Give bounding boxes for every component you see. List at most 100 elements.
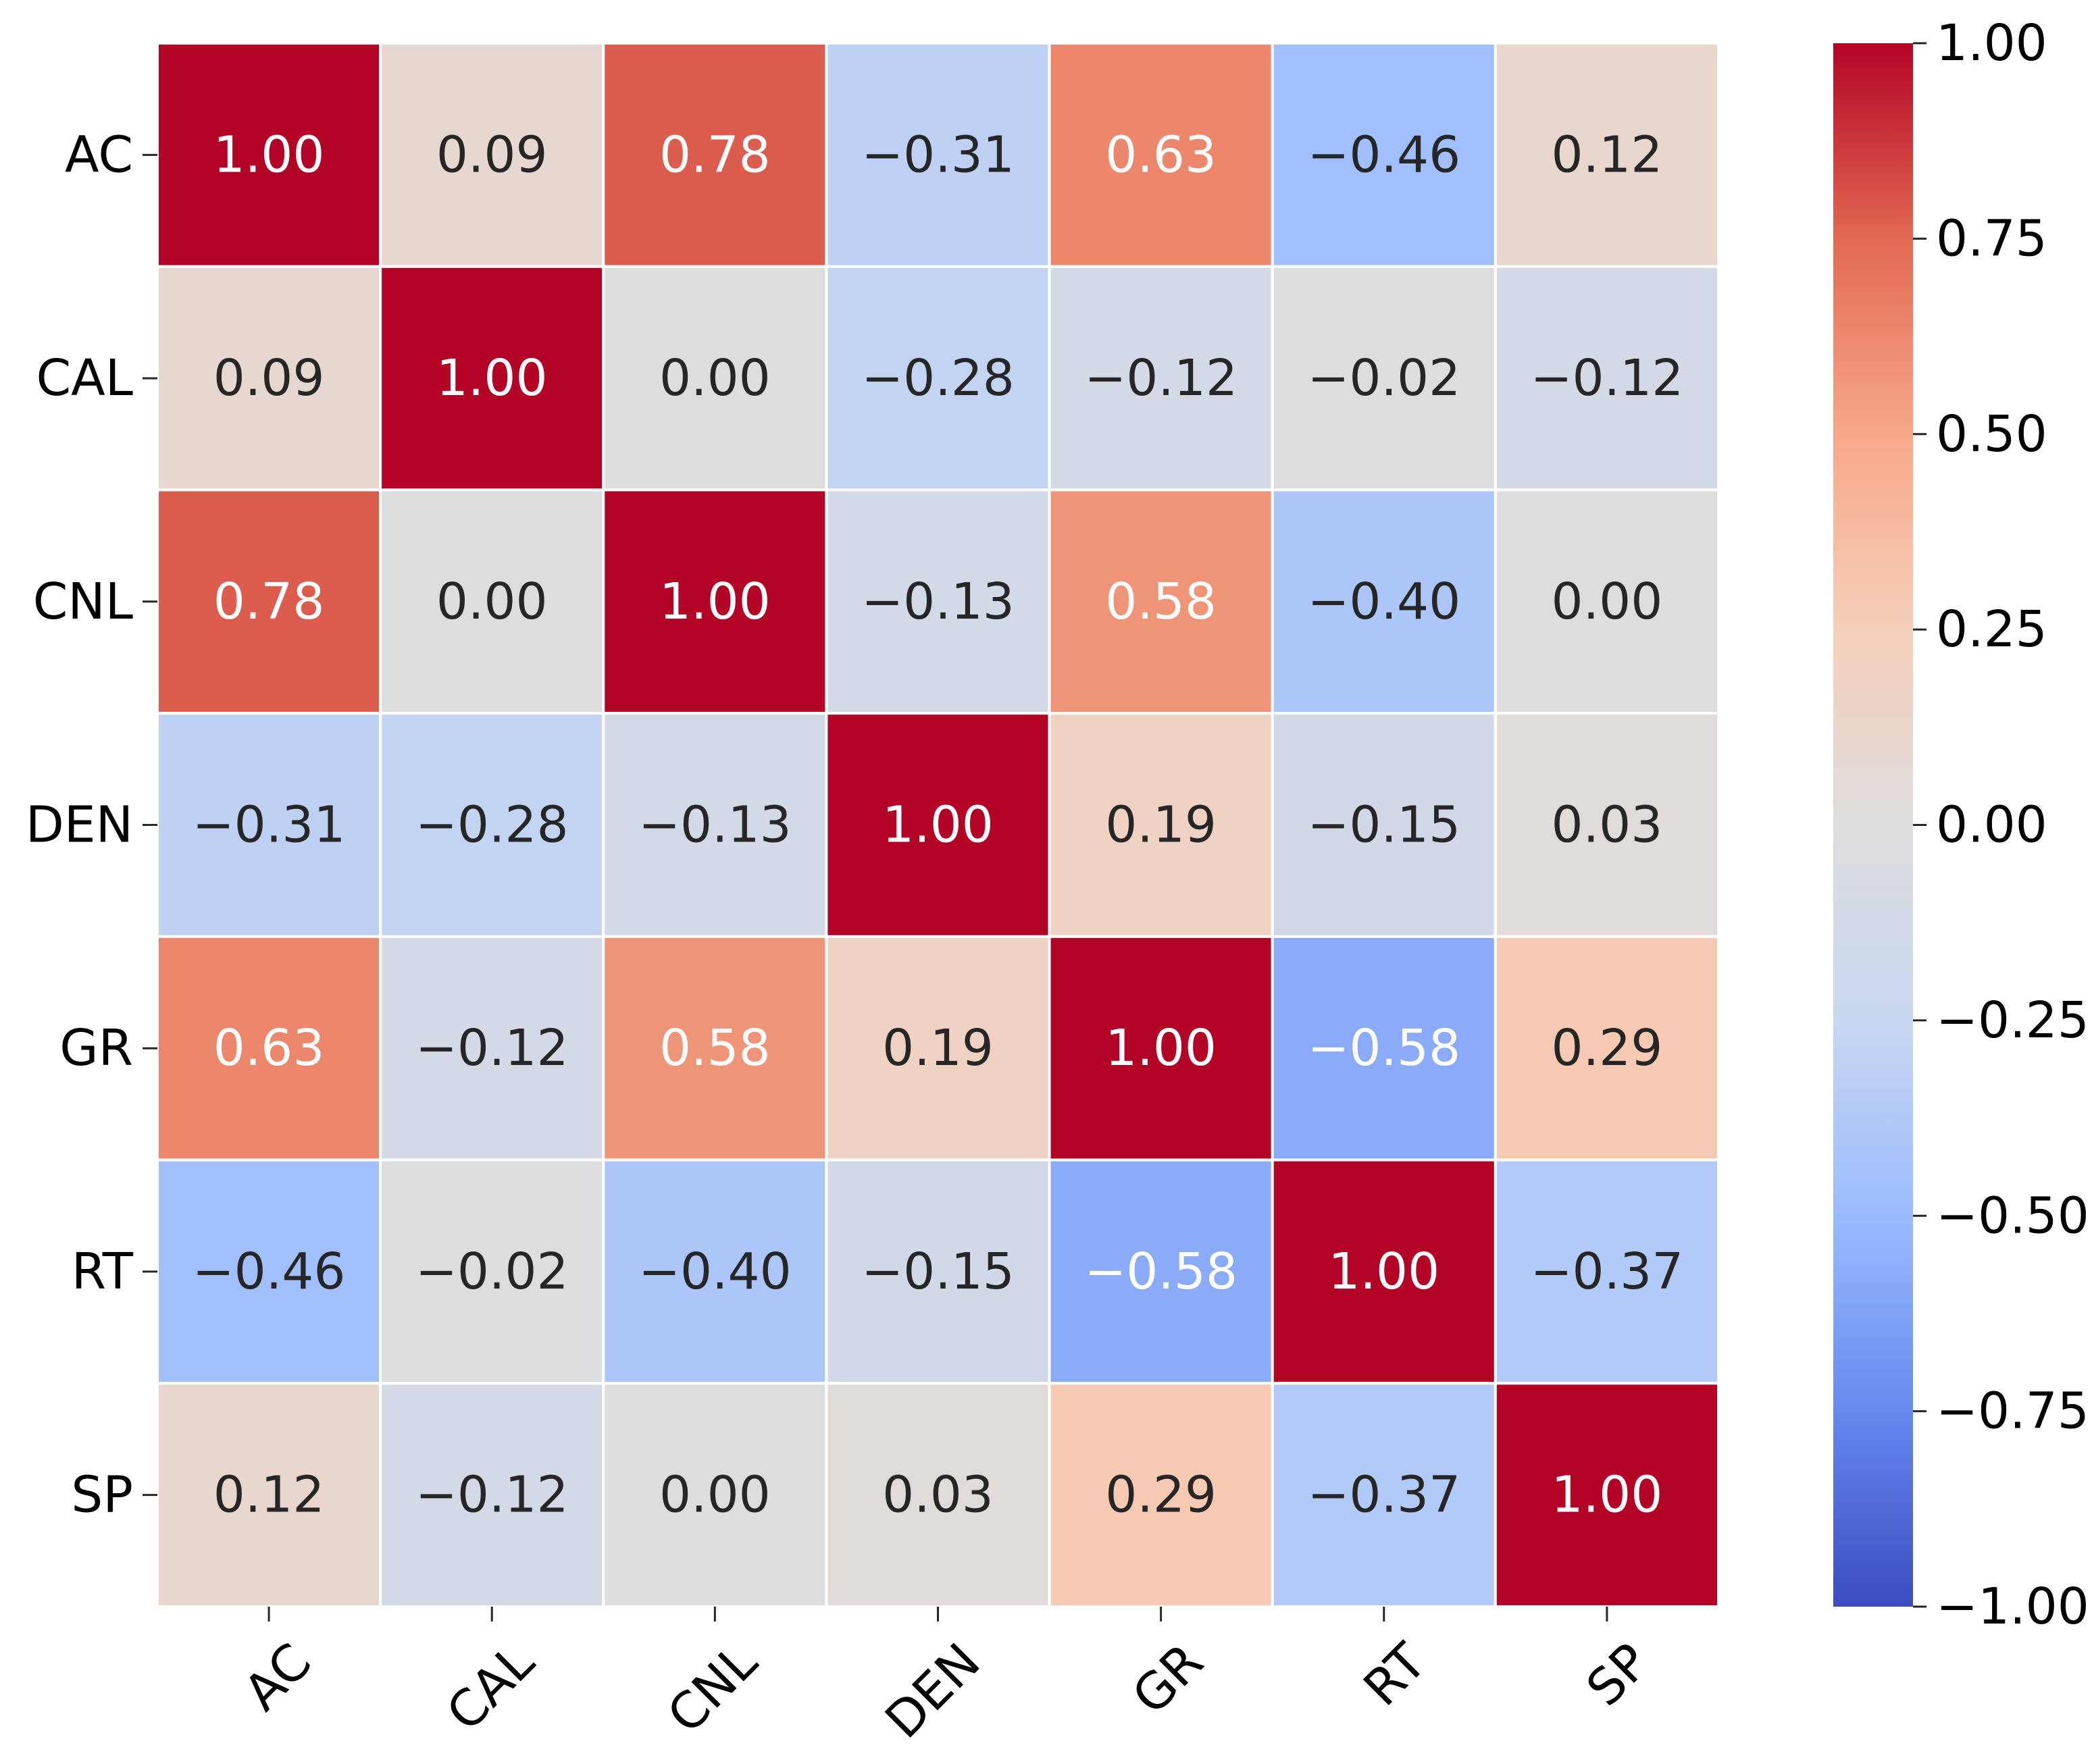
x-tick-label: CNL: [657, 1632, 769, 1744]
heatmap-cell: [379, 712, 605, 938]
cell-value-label: −0.31: [193, 796, 346, 854]
cell-value-label: −0.46: [1307, 126, 1460, 184]
cell-value-label: 0.58: [659, 1019, 771, 1077]
cell-value-label: −0.58: [1307, 1019, 1460, 1077]
heatmap-cell: [1494, 265, 1720, 492]
cell-value-label: −0.13: [861, 573, 1015, 631]
colorbar: 1.00 0.75 0.50 0.25 0.00 −0.25 −0.50 −0.75 −1.00: [1833, 14, 2089, 1636]
heatmap-cell: [1048, 265, 1274, 492]
cell-value-label: −0.15: [1307, 796, 1460, 854]
cell-value-label: −0.46: [193, 1243, 346, 1301]
heatmap-cell: [602, 488, 828, 715]
heatmap-cell: [1271, 42, 1497, 268]
cell-value-label: 0.00: [659, 1466, 771, 1524]
heatmap-cell: [825, 712, 1051, 938]
heatmap-cell: [825, 1382, 1051, 1608]
heatmap-cell: [156, 42, 382, 268]
cell-value-label: −0.31: [861, 126, 1015, 184]
cell-value-label: 0.78: [213, 573, 325, 631]
cell-value-label: −0.02: [1307, 349, 1460, 407]
y-tick-label: DEN: [26, 796, 133, 854]
heatmap-cell: [1271, 265, 1497, 492]
y-tick-label: GR: [59, 1019, 133, 1077]
y-tick-label: RT: [72, 1243, 134, 1301]
colorbar-gradient: [1833, 43, 1913, 1607]
cell-value-label: 1.00: [1552, 1466, 1663, 1524]
cell-value-label: −0.40: [1307, 573, 1460, 631]
cell-value-label: −0.12: [415, 1019, 569, 1077]
cell-value-label: 0.58: [1105, 573, 1217, 631]
y-tick-label: CNL: [33, 573, 133, 631]
heatmap-cell: [1048, 1382, 1274, 1608]
colorbar-tick-label: −0.50: [1936, 1187, 2089, 1245]
x-tick-label: CAL: [436, 1632, 545, 1742]
colorbar-tick-label: −0.75: [1936, 1382, 2089, 1441]
cell-value-label: 1.00: [436, 349, 548, 407]
cell-value-label: 0.09: [436, 126, 548, 184]
heatmap-cell: [602, 265, 828, 492]
cell-value-label: −0.28: [415, 796, 569, 854]
cell-value-label: 0.03: [882, 1466, 994, 1524]
cell-value-label: 1.00: [1328, 1243, 1439, 1301]
cell-value-label: −0.02: [415, 1243, 569, 1301]
heatmap-cell: [825, 1158, 1051, 1385]
heatmap-cell: [379, 1158, 605, 1385]
cell-value-label: 0.29: [1552, 1019, 1663, 1077]
y-axis: AC CAL CNL DEN GR RT SP: [26, 126, 157, 1524]
heatmap-cell: [1494, 1382, 1720, 1608]
colorbar-tick-label: 0.50: [1936, 405, 2047, 463]
cell-value-label: 0.00: [659, 349, 771, 407]
colorbar-tick-label: 0.25: [1936, 600, 2047, 658]
cell-value-label: 0.19: [882, 1019, 994, 1077]
heatmap-cell: [1494, 488, 1720, 715]
cell-value-label: −0.40: [638, 1243, 792, 1301]
y-tick-label: CAL: [36, 349, 133, 407]
heatmap-cell: [1048, 1158, 1274, 1385]
heatmap-cell: [1494, 712, 1720, 938]
cell-value-label: 0.63: [213, 1019, 325, 1077]
heatmap-cell: [825, 488, 1051, 715]
cell-value-label: 0.03: [1552, 796, 1663, 854]
cell-value-label: 0.12: [1552, 126, 1663, 184]
cell-value-label: 0.09: [213, 349, 325, 407]
cell-value-label: −0.13: [638, 796, 792, 854]
cell-value-label: −0.28: [861, 349, 1015, 407]
cell-value-label: 0.00: [436, 573, 548, 631]
heatmap-cell: [1048, 488, 1274, 715]
heatmap-cell: [602, 42, 828, 268]
heatmap-cell: [602, 1158, 828, 1385]
cell-value-label: 1.00: [1105, 1019, 1217, 1077]
cell-value-label: −0.37: [1307, 1466, 1460, 1524]
x-tick-label: SP: [1576, 1632, 1661, 1717]
heatmap-cell: [602, 1382, 828, 1608]
cell-value-label: 0.63: [1105, 126, 1217, 184]
cell-value-label: 0.29: [1105, 1466, 1217, 1524]
cell-value-label: −0.37: [1531, 1243, 1684, 1301]
colorbar-tick-label: 0.75: [1936, 209, 2047, 267]
cell-value-label: 0.12: [213, 1466, 325, 1524]
heatmap-cell: [156, 1382, 382, 1608]
y-tick-label: SP: [71, 1466, 133, 1524]
heatmap-cell: [1048, 42, 1274, 268]
cell-value-label: 1.00: [882, 796, 994, 854]
heatmap-cell: [156, 712, 382, 938]
cell-value-label: 1.00: [659, 573, 771, 631]
heatmap-cell: [1494, 1158, 1720, 1385]
heatmap-cell: [825, 42, 1051, 268]
cell-value-label: −0.58: [1084, 1243, 1238, 1301]
x-axis: AC CAL CNL DEN GR RT SP: [233, 1607, 1660, 1750]
x-tick-label: AC: [233, 1632, 322, 1721]
colorbar-tick-label: 0.00: [1936, 796, 2047, 854]
heatmap-cell: [602, 935, 828, 1162]
heatmap-cells: [156, 42, 1720, 1608]
cell-value-label: 0.19: [1105, 796, 1217, 854]
colorbar-tick-label: −0.25: [1936, 991, 2089, 1049]
x-tick-label: GR: [1121, 1632, 1215, 1726]
cell-value-label: 1.00: [213, 126, 325, 184]
heatmap-cell-labels: 1.00 0.09 0.78 −0.31 0.63 −0.46 0.12 0.09 1.00 0.…: [193, 126, 1684, 1524]
cell-value-label: −0.15: [861, 1243, 1015, 1301]
colorbar-tick-label: 1.00: [1936, 14, 2047, 72]
y-tick-label: AC: [65, 126, 133, 184]
